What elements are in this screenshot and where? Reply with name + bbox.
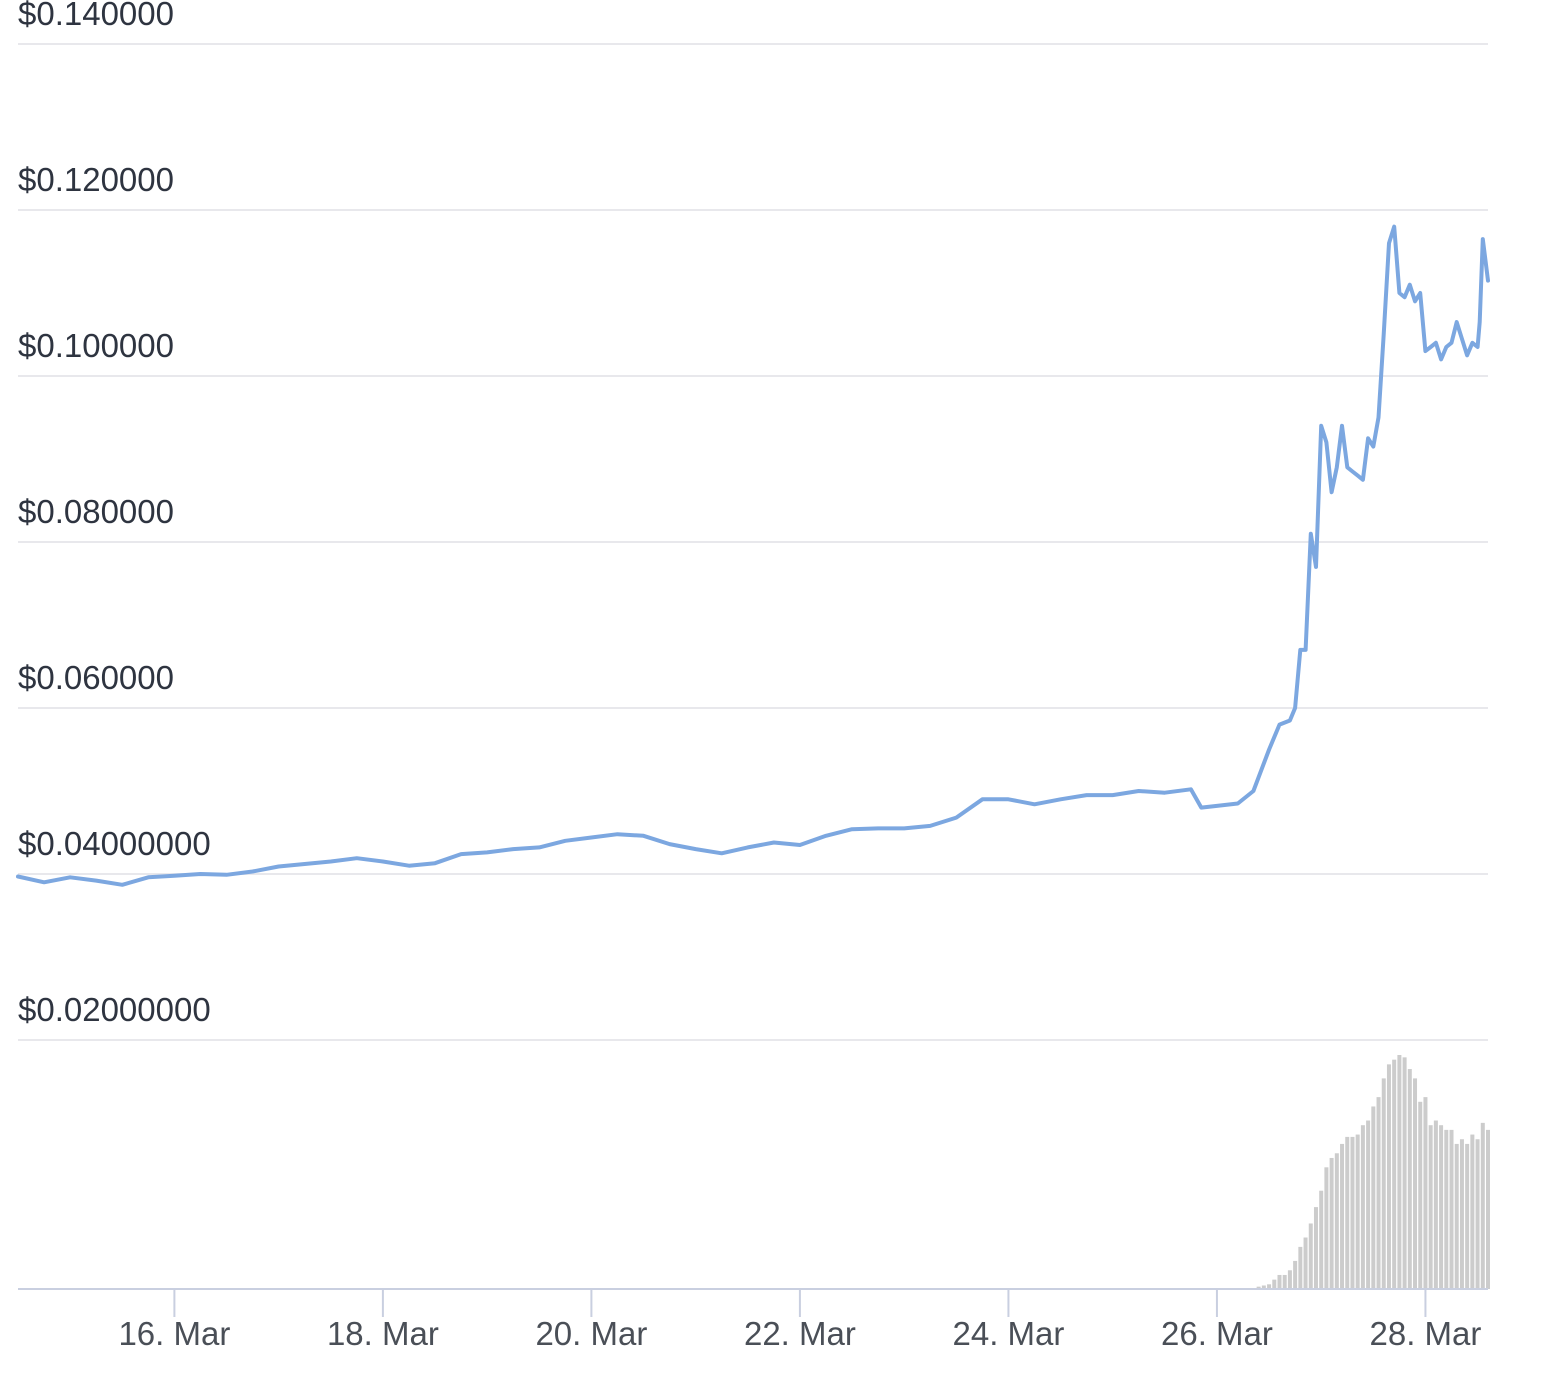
x-tick-label: 18. Mar [327,1315,439,1352]
y-tick-label: $0.060000 [18,659,174,696]
volume-bar [1345,1136,1350,1289]
x-tick-label: 26. Mar [1161,1315,1273,1352]
volume-bar [1480,1122,1485,1289]
volume-bar [1277,1274,1282,1289]
volume-bar [1256,1286,1261,1289]
volume-bar [1439,1125,1444,1289]
volume-bar [1366,1120,1371,1289]
volume-bar [1313,1207,1318,1289]
volume-bar [1324,1167,1329,1289]
volume-bar [1287,1270,1292,1289]
volume-bar [1376,1097,1381,1289]
volume-bar [1428,1125,1433,1289]
y-tick-label: $0.02000000 [18,991,211,1028]
volume-bar [1282,1274,1287,1289]
volume-bar [1449,1129,1454,1289]
y-tick-label: $0.140000 [18,0,174,32]
volume-bar [1454,1143,1459,1289]
volume-bar [1397,1055,1402,1289]
volume-bar [1360,1125,1365,1289]
volume-bar [1465,1143,1470,1289]
y-axis-tick-labels: $0.140000 $0.120000 $0.100000 $0.080000 $0.0… [18,0,211,1028]
volume-bars [1256,1055,1490,1289]
volume-bar [1308,1223,1313,1289]
volume-bar [1303,1237,1308,1289]
volume-bar [1459,1139,1464,1289]
x-tick-label: 24. Mar [952,1315,1064,1352]
x-tick-label: 16. Mar [118,1315,230,1352]
gridlines [18,43,1488,1041]
x-axis: 16. Mar 18. Mar 20. Mar 22. Mar 24. Mar 26. M… [18,1288,1488,1352]
volume-bar [1355,1134,1360,1289]
price-line [16,224,1490,887]
volume-bar [1334,1153,1339,1289]
volume-bar [1392,1059,1397,1289]
volume-bar [1350,1136,1355,1289]
volume-bar [1267,1284,1272,1289]
volume-bar [1423,1097,1428,1289]
volume-bar [1407,1069,1412,1289]
volume-bar [1329,1157,1334,1289]
y-tick-label: $0.100000 [18,327,174,364]
y-tick-label: $0.120000 [18,161,174,198]
volume-bar [1371,1106,1376,1289]
volume-bar [1475,1139,1480,1289]
volume-bar [1319,1190,1324,1289]
volume-bar [1272,1279,1277,1289]
y-tick-label: $0.080000 [18,493,174,530]
x-tick-label: 20. Mar [535,1315,647,1352]
volume-bar [1261,1285,1266,1289]
volume-bar [1486,1129,1490,1289]
volume-bar [1470,1134,1475,1289]
volume-bar [1340,1143,1345,1289]
volume-bar [1386,1064,1391,1289]
volume-bar [1293,1260,1298,1289]
volume-bar [1418,1101,1423,1289]
volume-bar [1402,1057,1407,1289]
x-tick-label: 28. Mar [1370,1315,1482,1352]
x-tick-label: 22. Mar [744,1315,856,1352]
volume-bar [1298,1246,1303,1289]
volume-bar [1444,1129,1449,1289]
volume-bar [1381,1078,1386,1289]
y-tick-label: $0.04000000 [18,825,211,862]
price-line-series [16,224,1490,887]
volume-bar [1413,1078,1418,1289]
volume-bar [1433,1120,1438,1289]
